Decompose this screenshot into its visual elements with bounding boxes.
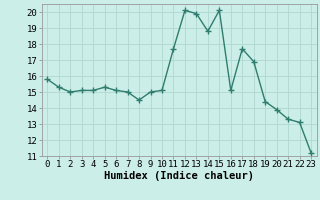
X-axis label: Humidex (Indice chaleur): Humidex (Indice chaleur) <box>104 171 254 181</box>
